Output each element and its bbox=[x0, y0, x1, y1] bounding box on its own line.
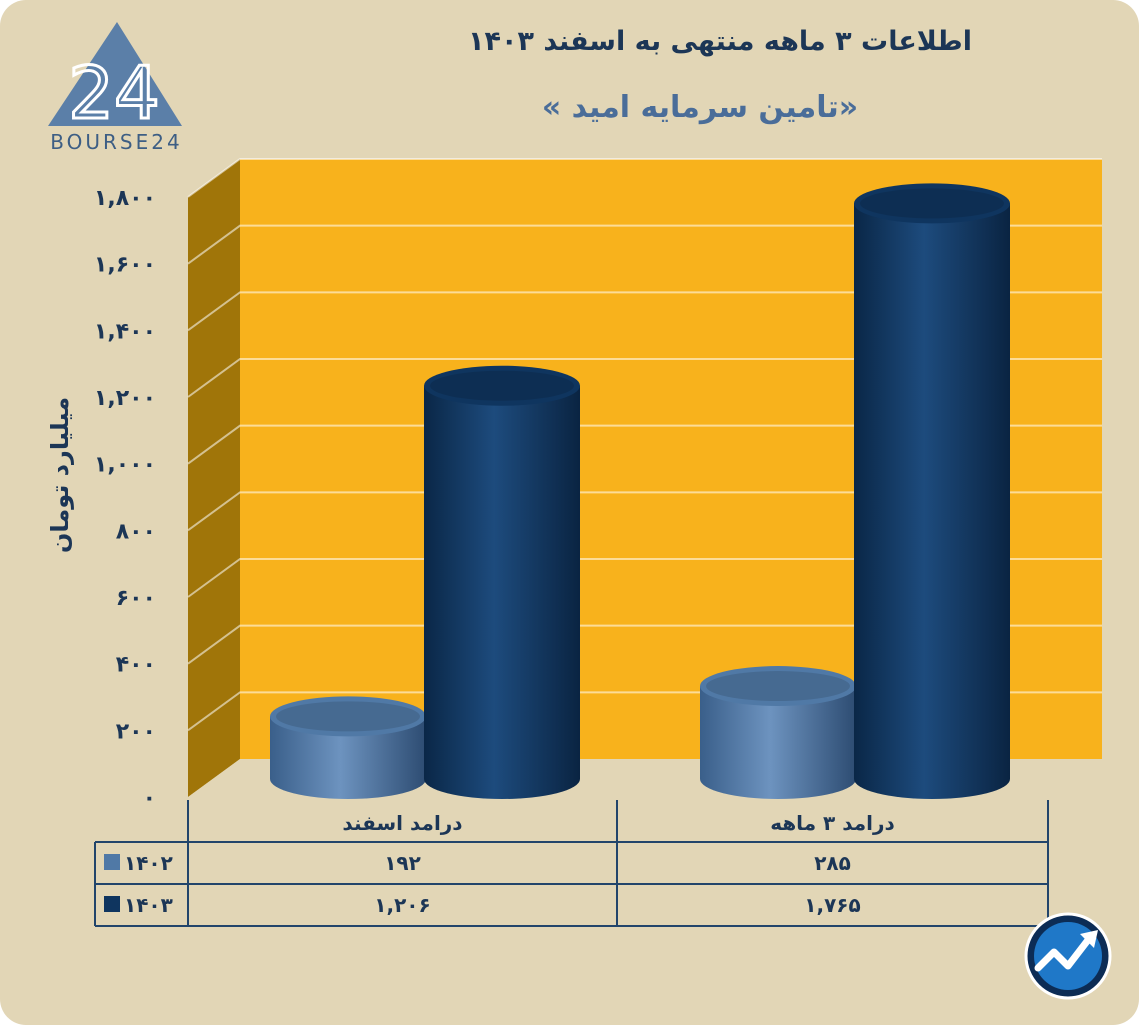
y-tick-label: ۸۰۰ bbox=[116, 519, 156, 544]
x-tick-label: درامد ۳ ماهه bbox=[770, 811, 895, 835]
bar-1403 bbox=[854, 183, 1010, 800]
bar-body bbox=[854, 203, 1010, 800]
data-label: ۱,۷۶۵ bbox=[804, 893, 860, 917]
gridline bbox=[187, 291, 1102, 332]
logo-mark: 24 bbox=[68, 51, 160, 135]
bar-top-shade bbox=[860, 188, 1004, 219]
y-tick-label: ۱,۸۰۰ bbox=[94, 186, 156, 211]
bar-top-shade bbox=[276, 701, 420, 732]
legend-label: ۱۴۰۲ bbox=[124, 851, 173, 875]
gridline bbox=[187, 491, 1102, 532]
y-tick-label: ۰ bbox=[143, 786, 156, 811]
y-tick-label: ۲۰۰ bbox=[116, 719, 156, 744]
legend-label: ۱۴۰۳ bbox=[124, 893, 173, 917]
gridline bbox=[187, 358, 1102, 398]
y-tick-label: ۱,۰۰۰ bbox=[94, 453, 156, 478]
gridline bbox=[187, 424, 1102, 465]
bar-top bbox=[270, 696, 426, 737]
bar-top bbox=[424, 365, 580, 406]
x-tick-label: درامد اسفند bbox=[342, 811, 462, 835]
legend-swatch bbox=[104, 854, 120, 870]
trend-arrow-icon bbox=[1024, 912, 1112, 1000]
y-tick-label: ۴۰۰ bbox=[116, 653, 156, 678]
legend-swatch bbox=[104, 896, 120, 912]
bar-1402 bbox=[700, 666, 856, 799]
gridline bbox=[187, 224, 1102, 265]
bar-top bbox=[700, 666, 856, 707]
y-tick-label: ۱,۲۰۰ bbox=[94, 386, 156, 411]
bar-top bbox=[854, 183, 1010, 224]
bar-top-shade bbox=[706, 671, 850, 702]
gridline bbox=[187, 158, 1102, 198]
bar-body bbox=[270, 716, 426, 799]
data-label: ۱۹۲ bbox=[384, 851, 421, 875]
plot-side-wall bbox=[188, 159, 240, 797]
bar-1402 bbox=[270, 696, 426, 799]
bourse24-logo: 24 bbox=[48, 22, 182, 137]
data-label: ۱,۲۰۶ bbox=[374, 893, 430, 917]
bar-body bbox=[700, 686, 856, 799]
y-tick-label: ۱,۴۰۰ bbox=[94, 319, 156, 344]
data-label: ۲۸۵ bbox=[814, 851, 851, 875]
y-tick-label: ۶۰۰ bbox=[116, 586, 156, 611]
gridline bbox=[187, 558, 1102, 598]
logo-text: BOURSE24 bbox=[50, 130, 183, 154]
chart-subtitle: «تامین سرمایه امید » bbox=[541, 90, 859, 125]
gridline bbox=[187, 624, 1102, 665]
bar-top-shade bbox=[430, 370, 574, 401]
bar-body bbox=[424, 385, 580, 799]
bar-1403 bbox=[424, 365, 580, 799]
y-tick-label: ۱,۶۰۰ bbox=[94, 253, 156, 278]
chart-title: اطلاعات ۳ ماهه منتهی به اسفند ۱۴۰۳ bbox=[468, 26, 972, 57]
